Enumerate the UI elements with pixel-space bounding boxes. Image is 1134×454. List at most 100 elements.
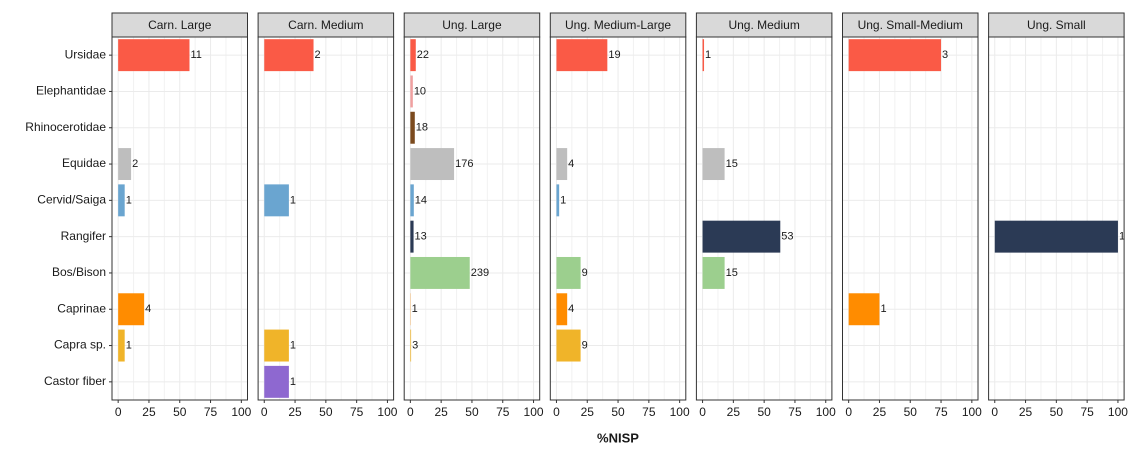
x-tick-label: 75: [204, 405, 218, 419]
count-label: 176: [455, 158, 473, 170]
count-label: 1: [705, 49, 711, 61]
bar: [410, 39, 415, 71]
bar: [703, 221, 781, 253]
facet-title: Ung. Medium-Large: [565, 18, 671, 32]
x-tick-label: 50: [465, 405, 479, 419]
y-tick-label: Castor fiber: [44, 374, 106, 388]
facet-title: Ung. Small: [1027, 18, 1086, 32]
x-tick-label: 100: [816, 405, 836, 419]
x-tick-label: 0: [407, 405, 414, 419]
y-tick-label: Elephantidae: [36, 84, 106, 98]
bar: [264, 184, 289, 216]
x-tick-label: 100: [377, 405, 397, 419]
bar: [556, 148, 567, 180]
count-label: 2: [315, 49, 321, 61]
count-label: 11: [190, 49, 201, 61]
bar: [410, 148, 454, 180]
x-tick-label: 75: [1080, 405, 1094, 419]
facet-title: Ung. Medium: [728, 18, 799, 32]
count-label: 1: [290, 194, 296, 206]
count-label: 9: [582, 267, 588, 279]
count-label: 22: [417, 49, 429, 61]
bar: [410, 184, 413, 216]
count-label: 4: [145, 303, 151, 315]
count-label: 239: [471, 267, 489, 279]
y-tick-label: Cervid/Saiga: [37, 193, 106, 207]
count-label: 18: [416, 122, 428, 134]
x-tick-label: 75: [350, 405, 364, 419]
x-tick-label: 100: [962, 405, 982, 419]
bar: [118, 39, 189, 71]
bar: [410, 221, 413, 253]
bar: [410, 330, 411, 362]
x-tick-label: 0: [991, 405, 998, 419]
bar: [995, 221, 1118, 253]
count-label: 4: [568, 303, 574, 315]
bar: [264, 39, 313, 71]
y-tick-label: Rhinocerotidae: [25, 120, 106, 134]
y-tick-label: Ursidae: [65, 47, 107, 61]
bar: [118, 330, 125, 362]
x-tick-label: 50: [319, 405, 333, 419]
bar: [703, 257, 725, 289]
bar: [118, 184, 125, 216]
x-tick-label: 0: [553, 405, 560, 419]
x-tick-label: 50: [904, 405, 918, 419]
count-label: 1: [560, 194, 566, 206]
bar: [556, 330, 580, 362]
x-tick-label: 75: [496, 405, 510, 419]
count-label: 19: [608, 49, 620, 61]
count-label: 3: [942, 49, 948, 61]
x-tick-label: 100: [670, 405, 690, 419]
count-label: 1: [290, 339, 296, 351]
facet-title: Ung. Large: [442, 18, 502, 32]
count-label: 9: [582, 339, 588, 351]
x-tick-label: 75: [788, 405, 802, 419]
x-tick-label: 75: [642, 405, 656, 419]
x-tick-label: 50: [757, 405, 771, 419]
count-label: 4: [568, 158, 574, 170]
bar: [410, 75, 412, 107]
facet-title: Ung. Small-Medium: [858, 18, 963, 32]
x-tick-label: 0: [699, 405, 706, 419]
x-tick-label: 100: [524, 405, 544, 419]
bar: [849, 39, 941, 71]
bar: [118, 148, 131, 180]
x-tick-label: 50: [611, 405, 625, 419]
x-tick-label: 100: [231, 405, 251, 419]
count-label: 1: [126, 339, 132, 351]
count-label: 1: [880, 303, 886, 315]
y-tick-label: Bos/Bison: [52, 265, 106, 279]
x-tick-label: 50: [1050, 405, 1064, 419]
x-tick-label: 0: [115, 405, 122, 419]
bar: [118, 293, 144, 325]
count-label: 15: [726, 267, 738, 279]
y-tick-label: Capra sp.: [54, 338, 106, 352]
count-label: 14: [415, 194, 427, 206]
x-tick-label: 0: [261, 405, 268, 419]
bar: [410, 257, 469, 289]
x-tick-label: 25: [727, 405, 741, 419]
bar: [556, 39, 607, 71]
facet-title: Carn. Medium: [288, 18, 363, 32]
x-tick-label: 25: [873, 405, 887, 419]
bar: [703, 148, 725, 180]
count-label: 1: [126, 194, 132, 206]
bar: [556, 257, 580, 289]
bar: [264, 330, 289, 362]
facet-title: Carn. Large: [148, 18, 212, 32]
count-label: 3: [412, 339, 418, 351]
x-tick-label: 25: [142, 405, 156, 419]
bar: [264, 366, 289, 398]
bar: [556, 293, 567, 325]
x-tick-label: 0: [845, 405, 852, 419]
count-label: 1: [412, 303, 418, 315]
x-tick-label: 25: [581, 405, 595, 419]
count-label: 13: [415, 231, 427, 243]
y-tick-label: Rangifer: [61, 229, 106, 243]
x-tick-label: 100: [1108, 405, 1128, 419]
count-label: 15: [726, 158, 738, 170]
bar: [703, 39, 704, 71]
